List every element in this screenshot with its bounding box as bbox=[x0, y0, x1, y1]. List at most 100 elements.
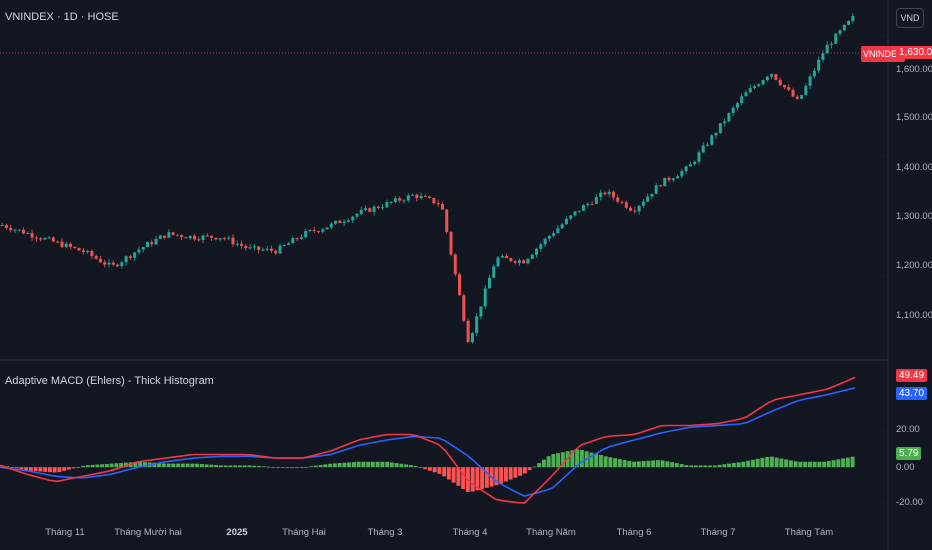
histogram-bar bbox=[138, 461, 143, 468]
histogram-bar bbox=[684, 465, 689, 468]
candle-body bbox=[710, 135, 714, 145]
candle-body bbox=[556, 228, 560, 234]
candle-body bbox=[210, 235, 214, 238]
candle-body bbox=[761, 80, 765, 85]
histogram-bar bbox=[199, 464, 204, 468]
histogram-series bbox=[0, 449, 855, 493]
candle-body bbox=[351, 216, 355, 221]
candle-body bbox=[158, 235, 162, 239]
histogram-bar bbox=[19, 467, 24, 470]
candle-body bbox=[697, 152, 701, 162]
histogram-bar bbox=[370, 461, 375, 468]
candle-body bbox=[39, 238, 43, 240]
histogram-bar bbox=[385, 461, 390, 468]
histogram-bar bbox=[408, 465, 413, 468]
candle-body bbox=[188, 235, 192, 239]
candle-body bbox=[851, 15, 855, 21]
symbol-title[interactable]: VNINDEX · 1D · HOSE bbox=[5, 11, 119, 23]
histogram-bar bbox=[261, 466, 266, 468]
histogram-bar bbox=[152, 462, 157, 468]
candle-body bbox=[684, 166, 688, 172]
candle-body bbox=[795, 96, 799, 99]
candle-body bbox=[616, 197, 620, 202]
histogram-bar bbox=[674, 463, 679, 468]
candle-body bbox=[479, 306, 483, 317]
histogram-bar bbox=[342, 462, 347, 468]
candle-body bbox=[133, 252, 137, 258]
candle-body bbox=[304, 231, 308, 238]
candle-body bbox=[505, 255, 509, 259]
histogram-bar bbox=[38, 467, 43, 472]
candle-body bbox=[389, 201, 393, 203]
histogram-bar bbox=[475, 467, 480, 491]
candle-body bbox=[778, 79, 782, 85]
histogram-bar bbox=[256, 466, 261, 468]
price-axis-label: 1,500.00 bbox=[896, 112, 932, 123]
candle-body bbox=[128, 256, 132, 258]
candle-body bbox=[543, 238, 547, 245]
histogram-bar bbox=[769, 456, 774, 468]
candle-body bbox=[735, 103, 739, 108]
histogram-bar bbox=[133, 462, 138, 468]
histogram-bar bbox=[66, 467, 71, 470]
candle-body bbox=[86, 251, 90, 253]
histogram-bar bbox=[508, 467, 513, 480]
candle-body bbox=[291, 238, 295, 244]
candle-body bbox=[791, 89, 795, 97]
candle-body bbox=[753, 86, 757, 89]
histogram-bar bbox=[252, 465, 257, 468]
histogram-bar bbox=[451, 467, 456, 483]
currency-unit-button[interactable]: VND bbox=[896, 8, 924, 28]
histogram-bar bbox=[594, 453, 599, 468]
candle-body bbox=[69, 243, 73, 247]
histogram-bar bbox=[247, 465, 252, 468]
histogram-bar bbox=[812, 461, 817, 468]
candle-body bbox=[462, 295, 466, 321]
histogram-bar bbox=[356, 461, 361, 468]
histogram-bar bbox=[394, 463, 399, 468]
candle-body bbox=[0, 225, 4, 226]
histogram-bar bbox=[503, 467, 508, 482]
histogram-bar bbox=[71, 467, 76, 469]
histogram-bar bbox=[608, 457, 613, 468]
candle-body bbox=[308, 230, 312, 232]
candle-body bbox=[60, 241, 64, 248]
histogram-bar bbox=[446, 467, 451, 480]
indicator-title[interactable]: Adaptive MACD (Ehlers) - Thick Histogram bbox=[5, 375, 214, 387]
price-axis-label: 1,200.00 bbox=[896, 260, 932, 271]
candle-body bbox=[411, 194, 415, 196]
time-axis-label: Tháng 4 bbox=[452, 527, 488, 538]
candle-body bbox=[676, 176, 680, 179]
candle-body bbox=[748, 88, 752, 93]
histogram-bar bbox=[185, 463, 190, 468]
histogram-bar bbox=[798, 461, 803, 468]
histogram-bar bbox=[5, 466, 10, 468]
histogram-bar bbox=[598, 455, 603, 468]
histogram-bar bbox=[275, 467, 280, 469]
candle-body bbox=[650, 193, 654, 197]
histogram-bar bbox=[541, 459, 546, 468]
candle-body bbox=[359, 209, 363, 214]
candle-body bbox=[765, 76, 769, 81]
candle-body bbox=[235, 243, 239, 245]
histogram-bar bbox=[437, 467, 442, 474]
candle-body bbox=[744, 92, 748, 97]
histogram-bar bbox=[560, 452, 565, 468]
histogram-bar bbox=[52, 467, 57, 473]
histogram-bar bbox=[826, 461, 831, 468]
candle-body bbox=[470, 333, 474, 343]
candle-body bbox=[180, 235, 184, 238]
histogram-bar bbox=[109, 463, 114, 468]
histogram-bar bbox=[100, 464, 105, 468]
candle-body bbox=[582, 205, 586, 211]
candle-body bbox=[782, 84, 786, 88]
histogram-bar bbox=[698, 465, 703, 468]
histogram-bar bbox=[28, 467, 33, 471]
candle-body bbox=[227, 237, 231, 239]
histogram-bar bbox=[104, 463, 109, 468]
histogram-bar bbox=[380, 461, 385, 468]
histogram-bar bbox=[161, 463, 166, 468]
candle-body bbox=[9, 227, 13, 231]
candle-body bbox=[334, 220, 338, 224]
